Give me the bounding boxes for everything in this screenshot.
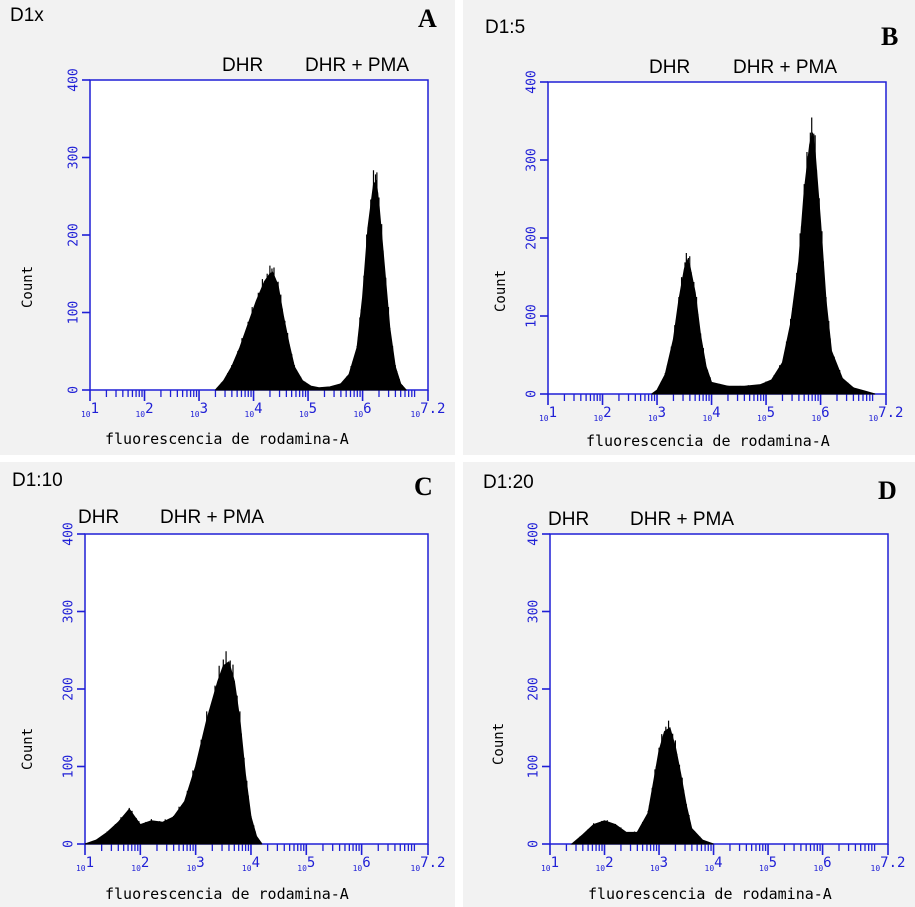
x-tick-label: 104 bbox=[705, 855, 723, 873]
y-tick-label: 200 bbox=[67, 223, 82, 246]
y-tick-label: 300 bbox=[527, 600, 542, 623]
y-tick-label: 0 bbox=[527, 840, 542, 848]
x-tick-label: 102 bbox=[595, 855, 613, 873]
x-tick-label: 103 bbox=[187, 855, 205, 873]
legend-dhr-pma: DHR + PMA bbox=[305, 55, 409, 76]
x-tick-label: 101 bbox=[541, 855, 559, 873]
x-tick-label: 103 bbox=[650, 855, 668, 873]
y-tick-label: 200 bbox=[527, 677, 542, 700]
legend-dhr: DHR bbox=[649, 57, 691, 78]
panel-letter: C bbox=[414, 472, 433, 501]
sample-label: D1x bbox=[10, 5, 44, 26]
histogram-plot: 101 102 103 104 105 106 107.2 0 100 200 300 400 bbox=[525, 70, 904, 423]
plot-frame bbox=[549, 533, 889, 845]
x-tick-label: 107.2 bbox=[411, 855, 446, 873]
y-tick-label: 300 bbox=[62, 600, 77, 623]
panel-c: D1:10 C DHR DHR + PMA Count fluorescenci… bbox=[0, 462, 455, 907]
x-axis-label: fluorescencia de rodamina-A bbox=[105, 885, 349, 903]
legend-dhr: DHR bbox=[222, 55, 264, 76]
x-tick-label: 106 bbox=[812, 405, 830, 423]
x-tick-label: 103 bbox=[190, 401, 208, 419]
x-tick-label: 102 bbox=[593, 405, 611, 423]
y-tick-label: 400 bbox=[525, 70, 540, 93]
panel-b: D1:5 B DHR DHR + PMA Count fluorescencia… bbox=[463, 0, 915, 455]
histogram-plot: 101 102 103 104 105 106 107.2 0 100 200 300 400 bbox=[67, 68, 446, 419]
x-tick-label: 104 bbox=[245, 401, 263, 419]
plot-frame bbox=[547, 81, 887, 395]
legend-dhr: DHR bbox=[78, 507, 120, 528]
x-tick-label: 105 bbox=[759, 855, 777, 873]
x-tick-label: 102 bbox=[131, 855, 149, 873]
x-axis-label: fluorescencia de rodamina-A bbox=[588, 885, 832, 903]
y-tick-label: 100 bbox=[527, 755, 542, 778]
x-tick-label: 102 bbox=[135, 401, 153, 419]
x-axis-label: fluorescencia de rodamina-A bbox=[586, 432, 830, 450]
x-tick-label: 104 bbox=[242, 855, 260, 873]
x-tick-label: 101 bbox=[81, 401, 99, 419]
x-tick-label: 101 bbox=[76, 855, 94, 873]
x-tick-label: 103 bbox=[648, 405, 666, 423]
y-tick-label: 100 bbox=[62, 755, 77, 778]
x-tick-label: 106 bbox=[814, 855, 832, 873]
y-tick-label: 300 bbox=[67, 146, 82, 169]
panel-a: D1x A DHR DHR + PMA Count fluorescencia … bbox=[0, 0, 455, 455]
histogram-plot: 101 102 103 104 105 106 107.2 0 100 200 300 400 bbox=[527, 522, 906, 873]
legend-dhr: DHR bbox=[548, 509, 590, 530]
y-tick-label: 100 bbox=[525, 304, 540, 327]
x-tick-label: 105 bbox=[299, 401, 317, 419]
histogram-plot: 101 102 103 104 105 106 107.2 0 100 200 300 400 bbox=[62, 522, 446, 873]
y-tick-label: 0 bbox=[525, 390, 540, 398]
legend-dhr-pma: DHR + PMA bbox=[160, 507, 264, 528]
x-axis-label: fluorescencia de rodamina-A bbox=[105, 430, 349, 448]
legend-dhr-pma: DHR + PMA bbox=[630, 509, 734, 530]
y-tick-label: 200 bbox=[525, 226, 540, 249]
sample-label: D1:20 bbox=[483, 472, 534, 493]
x-tick-label: 106 bbox=[353, 855, 371, 873]
x-tick-label: 107.2 bbox=[869, 405, 904, 423]
y-tick-label: 300 bbox=[525, 148, 540, 171]
x-tick-label: 107.2 bbox=[871, 855, 906, 873]
y-tick-label: 100 bbox=[67, 301, 82, 324]
y-tick-label: 200 bbox=[62, 677, 77, 700]
panel-letter: D bbox=[878, 476, 897, 505]
y-tick-label: 400 bbox=[527, 522, 542, 545]
sample-label: D1:5 bbox=[485, 17, 526, 38]
plot-frame bbox=[84, 533, 429, 845]
x-tick-label: 104 bbox=[703, 405, 721, 423]
legend-dhr-pma: DHR + PMA bbox=[733, 57, 837, 78]
x-tick-label: 101 bbox=[539, 405, 557, 423]
x-tick-label: 107.2 bbox=[411, 401, 446, 419]
panel-letter: A bbox=[418, 4, 437, 33]
y-tick-label: 400 bbox=[62, 522, 77, 545]
y-tick-label: 0 bbox=[67, 386, 82, 394]
panel-letter: B bbox=[881, 22, 899, 51]
x-tick-label: 105 bbox=[297, 855, 315, 873]
y-tick-label: 400 bbox=[67, 68, 82, 91]
y-tick-label: 0 bbox=[62, 840, 77, 848]
x-tick-label: 105 bbox=[757, 405, 775, 423]
panel-d: D1:20 D DHR DHR + PMA Count fluorescenci… bbox=[463, 462, 915, 907]
sample-label: D1:10 bbox=[12, 470, 63, 491]
x-tick-label: 106 bbox=[354, 401, 372, 419]
